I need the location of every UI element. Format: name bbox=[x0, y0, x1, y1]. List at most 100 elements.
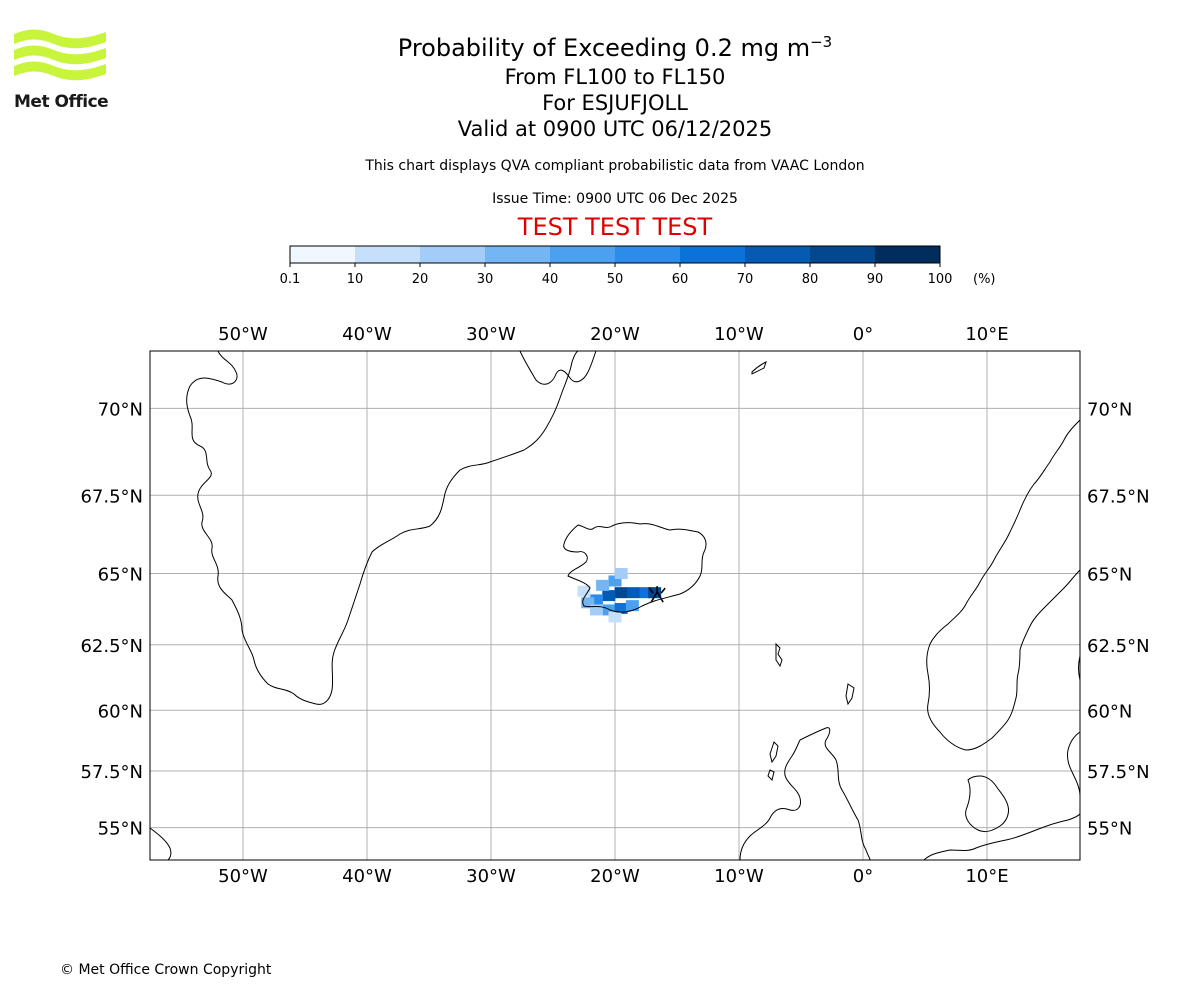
longitude-label: 10°E bbox=[965, 866, 1008, 887]
latitude-label: 60°N bbox=[1087, 701, 1132, 722]
longitude-label: 50°W bbox=[218, 324, 268, 345]
plume-cell bbox=[614, 603, 628, 615]
plume-cell bbox=[581, 597, 595, 609]
ash-plume bbox=[577, 568, 662, 623]
plume-cell bbox=[614, 587, 628, 599]
latitude-labels-left: 70°N 67.5°N 65°N 62.5°N 60°N 57.5°N 55°N bbox=[80, 399, 143, 839]
plume-cell bbox=[614, 568, 628, 580]
coastlines bbox=[150, 351, 1080, 860]
volcano-name: For ESJUFJOLL bbox=[542, 91, 688, 115]
labrador-coast bbox=[150, 827, 172, 860]
vent-symbol bbox=[648, 586, 666, 603]
colorbar-bin-4 bbox=[550, 246, 615, 263]
longitude-label: 0° bbox=[853, 866, 873, 887]
iceland-coast bbox=[563, 522, 707, 613]
colorbar-bin-6 bbox=[680, 246, 745, 263]
longitude-label: 10°W bbox=[714, 866, 764, 887]
plume-cell bbox=[625, 600, 639, 612]
colorbar-tick-label: 40 bbox=[542, 272, 559, 287]
latitude-label: 70°N bbox=[98, 399, 143, 420]
longitude-label: 40°W bbox=[342, 866, 392, 887]
shetland-coast bbox=[845, 683, 855, 706]
plume-cell bbox=[608, 575, 622, 587]
chart-titles: Probability of Exceeding 0.2 mg m−3 From… bbox=[300, 26, 930, 142]
latitude-label: 60°N bbox=[98, 701, 143, 722]
colorbar-tick-label: 100 bbox=[928, 272, 953, 287]
longitude-label: 10°E bbox=[965, 324, 1008, 345]
test-banner: TEST TEST TEST bbox=[517, 213, 713, 241]
longitude-label: 20°W bbox=[590, 324, 640, 345]
norway-coast bbox=[926, 419, 1080, 751]
gridlines bbox=[150, 351, 1080, 860]
latitude-label: 65°N bbox=[98, 565, 143, 586]
longitude-label: 30°W bbox=[466, 324, 516, 345]
colorbar-bin-0 bbox=[290, 246, 355, 263]
longitude-label: 10°W bbox=[714, 324, 764, 345]
met-office-logo: Met Office bbox=[14, 28, 109, 118]
denmark-coast bbox=[965, 775, 1009, 833]
plume-cell bbox=[577, 585, 591, 597]
plume-cell bbox=[602, 590, 616, 602]
latitude-label: 57.5°N bbox=[1087, 762, 1150, 783]
chart-title: Probability of Exceeding 0.2 mg m−3 bbox=[397, 33, 833, 62]
map-frame bbox=[149, 350, 1081, 861]
latitude-labels-right: 70°N 67.5°N 65°N 62.5°N 60°N 57.5°N 55°N bbox=[1087, 399, 1150, 839]
colorbar-tick-label: 0.1 bbox=[280, 272, 301, 287]
copyright: © Met Office Crown Copyright bbox=[60, 962, 272, 978]
europe-coast bbox=[923, 731, 1080, 860]
colorbar-bin-2 bbox=[420, 246, 485, 263]
longitude-label: 30°W bbox=[466, 866, 516, 887]
colorbar-tick-label: 10 bbox=[347, 272, 364, 287]
jan-mayen-coast bbox=[751, 361, 767, 375]
longitude-labels-top: 50°W 40°W 30°W 20°W 10°W 0° 10°E bbox=[218, 324, 1008, 345]
longitude-label: 0° bbox=[853, 324, 873, 345]
latitude-label: 62.5°N bbox=[80, 636, 143, 657]
colorbar-tick-label: 20 bbox=[412, 272, 429, 287]
valid-time: Valid at 0900 UTC 06/12/2025 bbox=[457, 117, 773, 141]
latitude-label: 55°N bbox=[98, 819, 143, 840]
plume-cell bbox=[648, 587, 662, 599]
issue-time: Issue Time: 0900 UTC 06 Dec 2025 bbox=[492, 191, 738, 207]
uk-coast bbox=[739, 727, 871, 860]
plume-cell bbox=[589, 604, 603, 616]
greenland-coast bbox=[150, 351, 579, 705]
colorbar-tick-label: 60 bbox=[672, 272, 689, 287]
colorbar-bin-7 bbox=[745, 246, 810, 263]
plume-cell bbox=[627, 587, 641, 599]
colorbar-bin-9 bbox=[875, 246, 940, 263]
plume-cell bbox=[639, 587, 653, 599]
latitude-label: 62.5°N bbox=[1087, 636, 1150, 657]
colorbar-bin-1 bbox=[355, 246, 420, 263]
colorbar-tick-label: 80 bbox=[802, 272, 819, 287]
plume-cell bbox=[589, 594, 603, 606]
plume-cell bbox=[608, 611, 622, 623]
latitude-label: 55°N bbox=[1087, 819, 1132, 840]
colorbar-tick-label: 90 bbox=[867, 272, 884, 287]
longitude-label: 50°W bbox=[218, 866, 268, 887]
hebrides-coast bbox=[767, 741, 779, 781]
longitude-labels-bottom: 50°W 40°W 30°W 20°W 10°W 0° 10°E bbox=[218, 866, 1008, 887]
colorbar-bin-5 bbox=[615, 246, 680, 263]
colorbar-bin-8 bbox=[810, 246, 875, 263]
logo-text: Met Office bbox=[14, 92, 109, 112]
colorbar-bin-3 bbox=[485, 246, 550, 263]
description: This chart displays QVA compliant probab… bbox=[365, 158, 865, 174]
longitude-label: 40°W bbox=[342, 324, 392, 345]
colorbar-tick-label: 70 bbox=[737, 272, 754, 287]
volcano-marker bbox=[648, 586, 666, 603]
latitude-label: 67.5°N bbox=[1087, 486, 1150, 507]
longitude-label: 20°W bbox=[590, 866, 640, 887]
latitude-label: 57.5°N bbox=[80, 762, 143, 783]
colorbar-tick-label: 50 bbox=[607, 272, 624, 287]
latitude-label: 65°N bbox=[1087, 565, 1132, 586]
colorbar-tick-label: 30 bbox=[477, 272, 494, 287]
flight-levels: From FL100 to FL150 bbox=[504, 65, 726, 89]
greenland-north-coast bbox=[519, 351, 597, 385]
colorbar: 0.1 10 20 30 40 50 60 70 80 90 100 (%) bbox=[280, 245, 996, 287]
colorbar-unit: (%) bbox=[973, 272, 996, 287]
latitude-label: 67.5°N bbox=[80, 486, 143, 507]
plume-cell bbox=[596, 579, 610, 591]
plume-cell bbox=[602, 604, 616, 616]
faroe-islands-coast bbox=[775, 642, 783, 668]
